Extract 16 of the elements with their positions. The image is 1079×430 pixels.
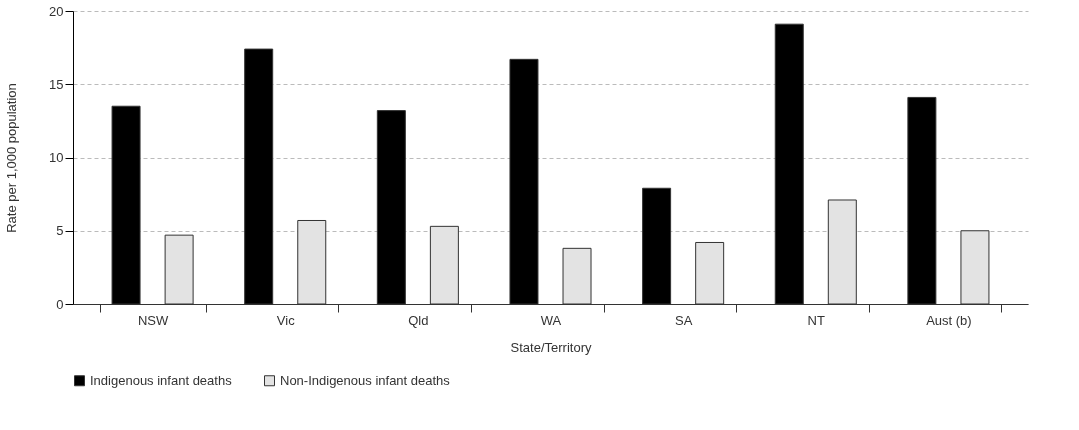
y-tick-label: 15 bbox=[49, 76, 64, 92]
x-tick-label: NT bbox=[807, 312, 825, 328]
x-tick-label: Qld bbox=[408, 312, 429, 328]
x-tick-label: NSW bbox=[137, 312, 169, 328]
legend-label: Non-Indigenous infant deaths bbox=[280, 372, 451, 388]
x-tick-label: SA bbox=[674, 312, 693, 328]
x-axis-title: State/Territory bbox=[510, 339, 592, 355]
x-tick-label: WA bbox=[540, 312, 562, 328]
y-tick-label: 5 bbox=[56, 223, 64, 239]
x-tick-label: Vic bbox=[276, 312, 296, 328]
y-axis-title: Rate per 1,000 population bbox=[4, 83, 20, 233]
legend-label: Indigenous infant deaths bbox=[90, 372, 233, 388]
x-tick-label: Aust (b) bbox=[926, 312, 972, 328]
y-tick-label: 0 bbox=[56, 296, 64, 312]
y-tick-label: 10 bbox=[49, 150, 64, 165]
y-tick-label: 20 bbox=[49, 3, 64, 19]
